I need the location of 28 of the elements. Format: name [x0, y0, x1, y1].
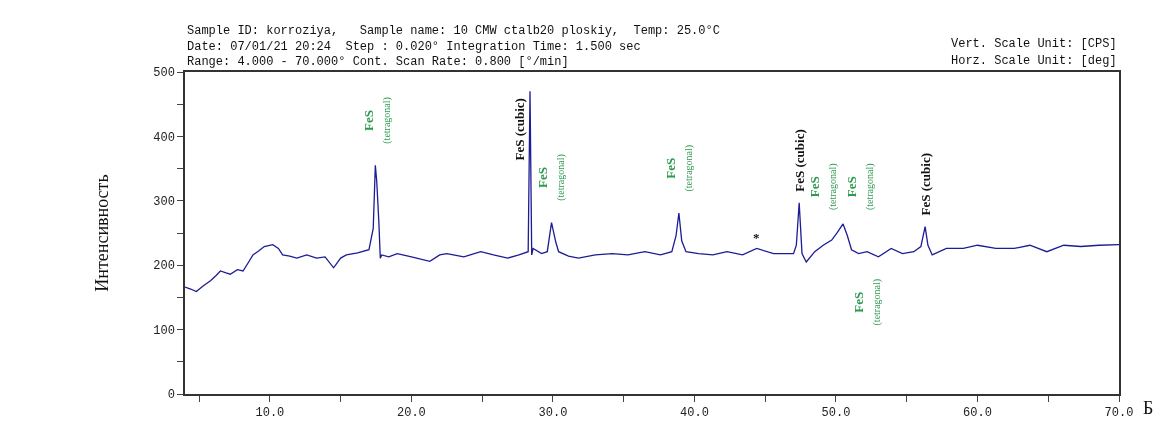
- x-tick-label: 60.0: [963, 406, 992, 421]
- y-tick-label: 300: [153, 195, 175, 209]
- y-tick-label: 400: [153, 130, 175, 145]
- y-tick-label: 200: [153, 259, 175, 274]
- y-tick-label: 100: [153, 323, 175, 338]
- annotation: FeS (tetragonal): [535, 154, 568, 201]
- x-tick-label: 10.0: [255, 406, 285, 421]
- y-axis-title: Интенсивность: [91, 174, 112, 292]
- x-tick-label: 70.0: [1104, 406, 1134, 421]
- x-tick-label: 50.0: [821, 406, 851, 421]
- text: Horz. Scale Unit: [deg]: [951, 54, 1117, 68]
- y-tick-label: 0: [167, 388, 175, 403]
- x-tick-label: 30.0: [538, 406, 568, 421]
- x-tick-label: 20.0: [397, 406, 426, 421]
- annotation: FeS (cubic): [791, 129, 807, 192]
- annotation: FeS (tetragonal): [807, 163, 840, 211]
- annotation: FeS (cubic): [917, 153, 933, 216]
- y-tick-label: 500: [153, 66, 175, 81]
- annotation: FeS (tetragonal): [850, 278, 883, 326]
- annotation: FeS (tetragonal): [844, 163, 876, 211]
- text: Vert. Scale Unit: [CPS]: [951, 37, 1117, 51]
- annotation: FeS (tetragonal): [360, 97, 393, 144]
- x-axis-title: Б: [1143, 398, 1154, 418]
- annotation: FeS (cubic): [512, 98, 528, 161]
- x-tick-label: 40.0: [680, 406, 709, 421]
- annotation: *: [753, 230, 760, 245]
- chart-title: Sample ID: korroziya, Sample name: 10 CMW ctalb20 ploskiy, Temp: 25.0°C Date: 07/01/21 20:24 Step : 0.020° Integration Time: 1.500 sec Range: 4.000 - 70.000° Cont. Scan Rate: 0.800 [°/min]: [187, 24, 720, 70]
- annotation: FeS (tetragonal): [663, 144, 696, 192]
